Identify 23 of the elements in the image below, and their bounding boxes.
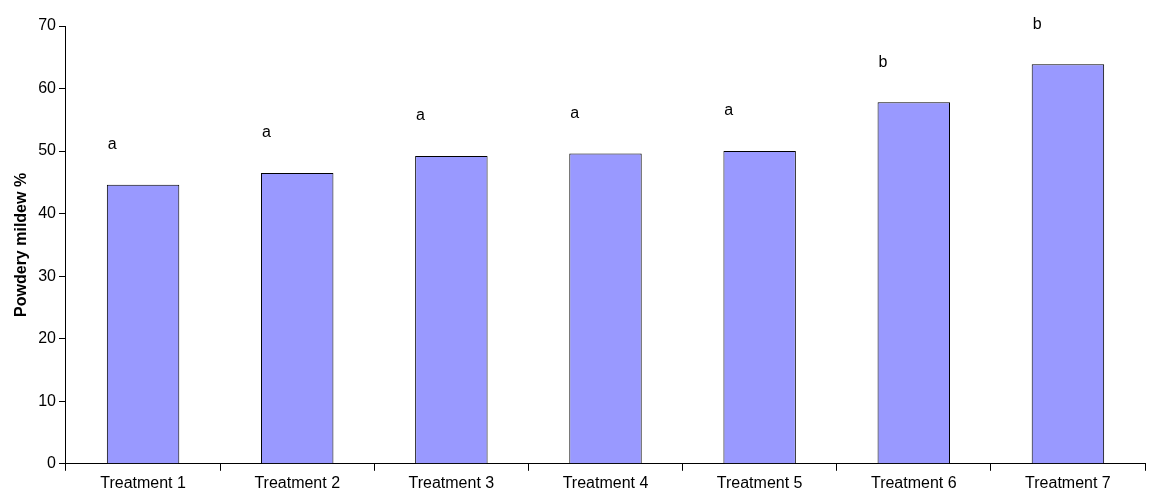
annotation: a — [261, 123, 271, 141]
x-tick-label: Treatment 2 — [254, 473, 341, 491]
y-tick-label: 30 — [38, 266, 57, 284]
annotation: b — [878, 52, 888, 70]
annotation: a — [724, 101, 734, 119]
y-tick-label: 10 — [38, 391, 57, 409]
x-tick-label: Treatment 6 — [870, 473, 957, 491]
y-tick-label: 20 — [38, 329, 57, 347]
y-tick-label: 0 — [47, 454, 57, 472]
y-tick-label: 50 — [38, 141, 57, 159]
y-tick-label: 60 — [38, 78, 57, 96]
annotation: a — [570, 103, 580, 121]
x-tick-label: Treatment 7 — [1025, 473, 1111, 491]
y-tick-label: 40 — [38, 204, 57, 222]
x-tick-label: Treatment 5 — [716, 473, 803, 491]
x-tick-label: Treatment 3 — [408, 473, 495, 491]
x-tick-label: Treatment 4 — [562, 473, 649, 491]
x-tick-label: Treatment 1 — [100, 473, 186, 491]
annotation: b — [1032, 14, 1042, 32]
annotation: a — [416, 106, 426, 124]
y-tick-label: 70 — [38, 16, 57, 34]
y-axis-title: Powdery mildew % — [12, 172, 30, 317]
annotation: a — [107, 135, 117, 153]
